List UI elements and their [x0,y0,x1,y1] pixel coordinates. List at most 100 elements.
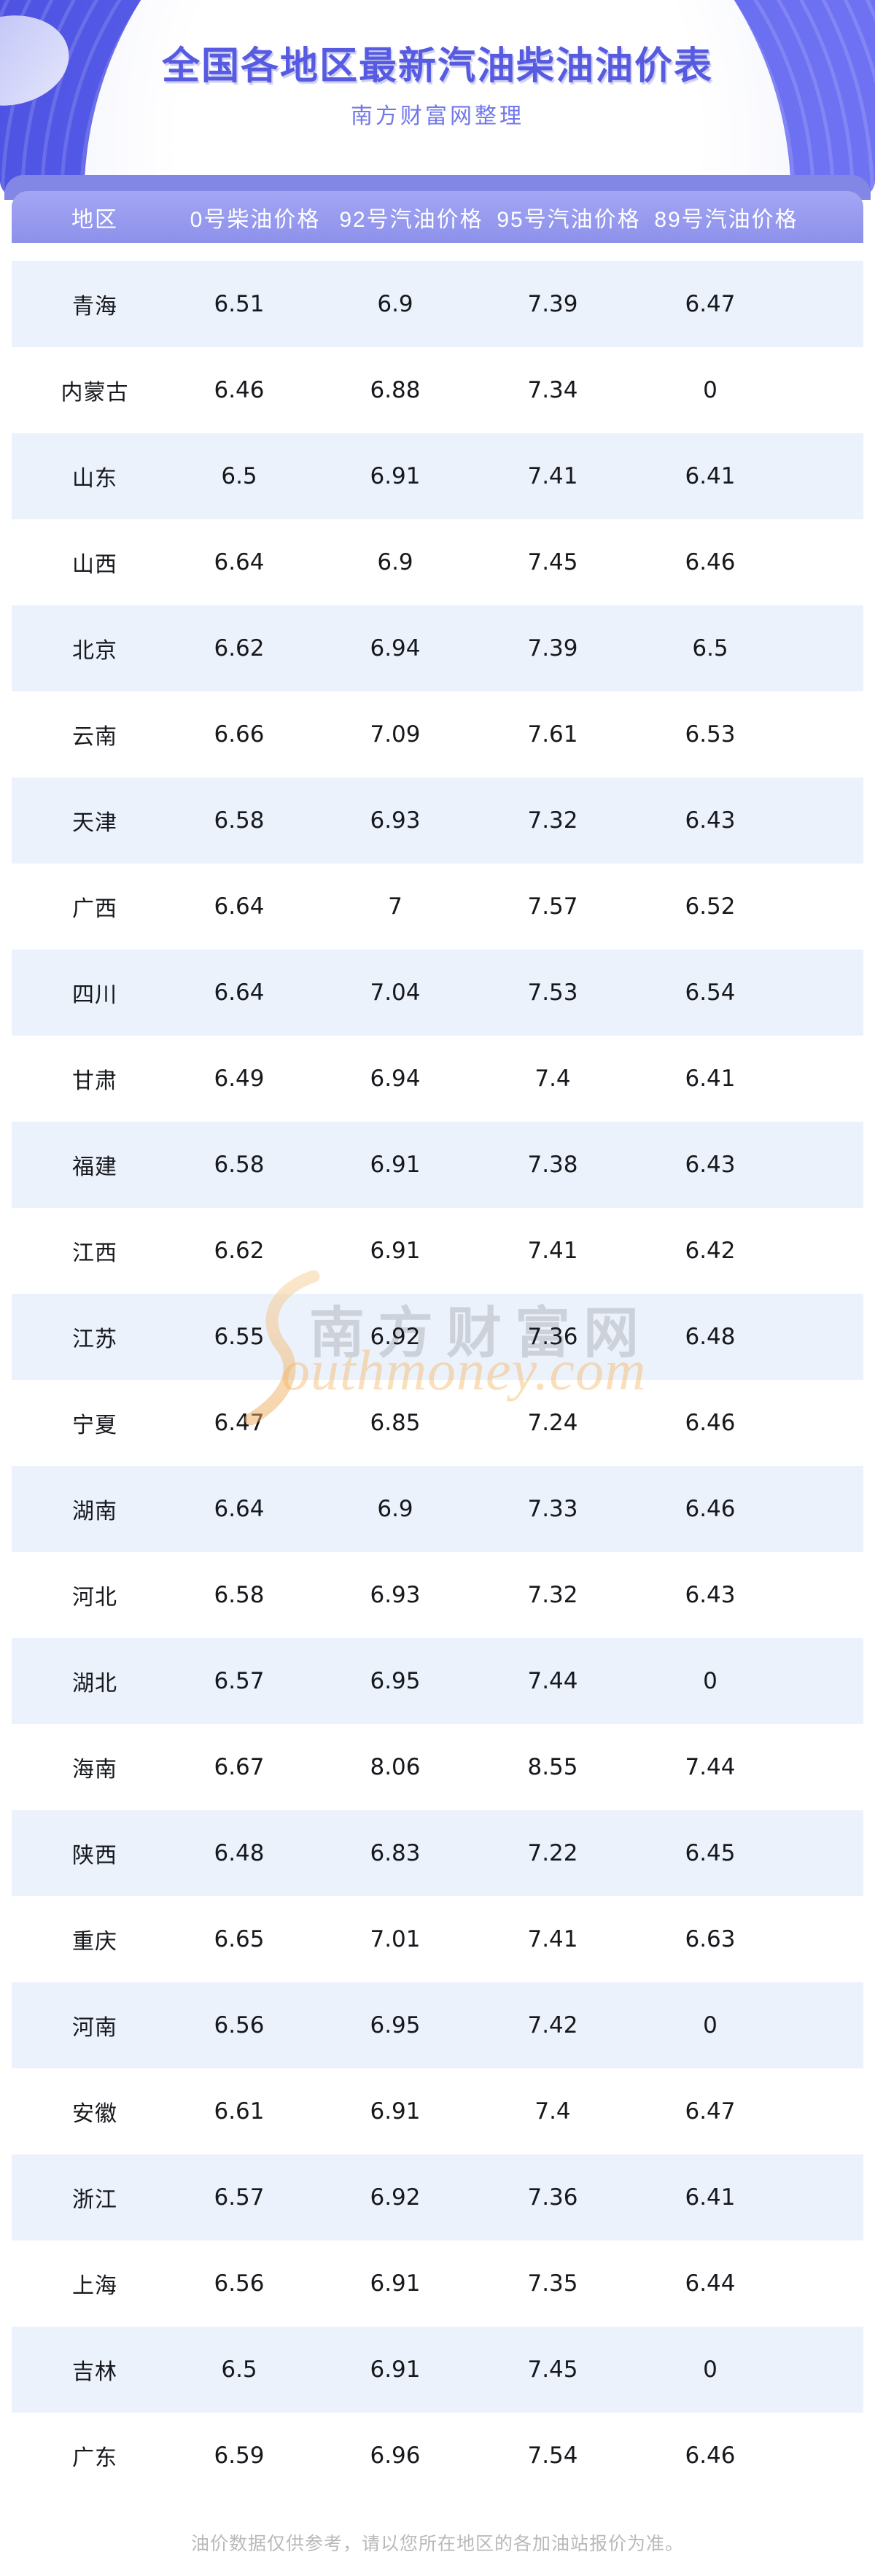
gasoline-92-price-cell: 7.01 [370,1926,421,1952]
diesel-0-price-cell: 6.51 [214,291,265,317]
region-cell: 安徽 [72,2102,117,2126]
table-row: 北京 6.62 6.94 7.39 6.5 [12,605,863,691]
table-row: 河南 6.56 6.95 7.42 0 [12,1982,863,2068]
gasoline-92-price-cell: 6.85 [370,1410,421,1436]
diesel-0-price-cell: 6.64 [214,893,265,920]
gasoline-95-price-cell: 7.35 [527,2270,578,2297]
gasoline-89-price-cell: 6.46 [685,1410,736,1436]
gasoline-89-price-cell: 6.5 [692,635,728,662]
banner-stage-decoration [84,0,791,197]
region-cell: 云南 [72,725,117,749]
gasoline-89-price-cell: 6.63 [685,1926,736,1952]
diesel-0-price-cell: 6.58 [214,1582,265,1608]
gasoline-95-price-cell: 7.34 [527,377,578,403]
gasoline-95-price-cell: 7.45 [527,549,578,575]
gasoline-89-price-cell: 0 [703,1668,718,1694]
gasoline-92-price-cell: 6.93 [370,807,421,834]
gasoline-89-price-cell: 0 [703,2012,718,2038]
gasoline-89-price-cell: 6.41 [685,2184,736,2211]
gasoline-92-price-cell: 7 [388,893,402,920]
table-row: 湖北 6.57 6.95 7.44 0 [12,1638,863,1724]
gasoline-95-price-cell: 7.41 [527,463,578,489]
diesel-0-price-cell: 6.48 [214,1840,265,1866]
gasoline-95-price-cell: 7.61 [527,721,578,748]
table-row: 山东 6.5 6.91 7.41 6.41 [12,433,863,519]
region-cell: 河南 [72,2016,117,2040]
gasoline-95-price-cell: 8.55 [527,1754,578,1780]
region-cell: 海南 [72,1758,117,1782]
gasoline-89-price-cell: 6.46 [685,1496,736,1522]
region-cell: 重庆 [72,1930,117,1954]
gasoline-92-price-cell: 7.09 [370,721,421,748]
diesel-0-price-cell: 6.58 [214,807,265,834]
gasoline-89-price-cell: 6.48 [685,1324,736,1350]
gasoline-95-price-cell: 7.36 [527,2184,578,2211]
region-cell: 内蒙古 [61,381,129,405]
diesel-0-price-cell: 6.5 [221,463,257,489]
gasoline-95-price-cell: 7.36 [527,1324,578,1350]
table-row: 福建 6.58 6.91 7.38 6.43 [12,1122,863,1208]
gasoline-92-price-cell: 6.91 [370,2270,421,2297]
gasoline-92-price-cell: 6.91 [370,2356,421,2383]
gasoline-95-price-cell: 7.39 [527,635,578,662]
gasoline-92-price-cell: 6.88 [370,377,421,403]
gasoline-95-price-cell: 7.41 [527,1926,578,1952]
table-row: 陕西 6.48 6.83 7.22 6.45 [12,1810,863,1896]
region-cell: 四川 [72,983,117,1007]
table-row: 广东 6.59 6.96 7.54 6.46 [12,2413,863,2499]
table-row: 宁夏 6.47 6.85 7.24 6.46 [12,1380,863,1466]
gasoline-95-price-cell: 7.38 [527,1152,578,1178]
diesel-0-price-cell: 6.64 [214,549,265,575]
table-row: 广西 6.64 7 7.57 6.52 [12,864,863,950]
diesel-0-price-cell: 6.5 [221,2356,257,2383]
gasoline-89-price-cell: 6.42 [685,1238,736,1264]
gasoline-95-price-cell: 7.4 [534,1066,571,1092]
gasoline-92-price-cell: 8.06 [370,1754,421,1780]
table-row: 甘肃 6.49 6.94 7.4 6.41 [12,1036,863,1122]
table-row: 江苏 6.55 6.92 7.36 6.48 [12,1294,863,1380]
table-row: 吉林 6.5 6.91 7.45 0 [12,2327,863,2413]
diesel-0-price-cell: 6.67 [214,1754,265,1780]
page-title: 全国各地区最新汽油柴油油价表 [161,45,713,88]
gasoline-92-price-cell: 6.83 [370,1840,421,1866]
diesel-0-price-cell: 6.64 [214,979,265,1006]
gasoline-89-price-cell: 6.46 [685,549,736,575]
diesel-0-price-cell: 6.62 [214,635,265,662]
region-cell: 青海 [72,295,117,319]
gasoline-95-price-cell: 7.24 [527,1410,578,1436]
diesel-0-price-cell: 6.58 [214,1152,265,1178]
column-header-region: 地区 [71,207,118,232]
gasoline-89-price-cell: 6.41 [685,463,736,489]
diesel-0-price-cell: 6.55 [214,1324,265,1350]
gasoline-92-price-cell: 6.95 [370,1668,421,1694]
region-cell: 山东 [72,467,117,491]
region-cell: 宁夏 [72,1413,117,1438]
banner: 全国各地区最新汽油柴油油价表 南方财富网整理 [0,0,875,197]
gasoline-95-price-cell: 7.22 [527,1840,578,1866]
gasoline-89-price-cell: 6.47 [685,291,736,317]
gasoline-89-price-cell: 6.47 [685,2098,736,2125]
table-row: 浙江 6.57 6.92 7.36 6.41 [12,2154,863,2241]
table-row: 上海 6.56 6.91 7.35 6.44 [12,2241,863,2327]
gasoline-89-price-cell: 7.44 [685,1754,736,1780]
table-row: 青海 6.51 6.9 7.39 6.47 [12,261,863,347]
gasoline-92-price-cell: 6.94 [370,635,421,662]
region-cell: 广西 [72,897,117,921]
gasoline-92-price-cell: 6.94 [370,1066,421,1092]
gasoline-92-price-cell: 6.9 [377,291,413,317]
table-row: 内蒙古 6.46 6.88 7.34 0 [12,347,863,433]
diesel-0-price-cell: 6.66 [214,721,265,748]
gasoline-89-price-cell: 0 [703,2356,718,2383]
region-cell: 陕西 [72,1844,117,1868]
gasoline-95-price-cell: 7.4 [534,2098,571,2125]
gasoline-92-price-cell: 6.91 [370,2098,421,2125]
column-header-gasoline-95: 95号汽油价格 [497,207,641,232]
gasoline-95-price-cell: 7.32 [527,1582,578,1608]
diesel-0-price-cell: 6.46 [214,377,265,403]
gasoline-89-price-cell: 6.43 [685,1152,736,1178]
region-cell: 北京 [72,639,117,663]
diesel-0-price-cell: 6.61 [214,2098,265,2125]
gasoline-95-price-cell: 7.33 [527,1496,578,1522]
gasoline-92-price-cell: 6.91 [370,463,421,489]
